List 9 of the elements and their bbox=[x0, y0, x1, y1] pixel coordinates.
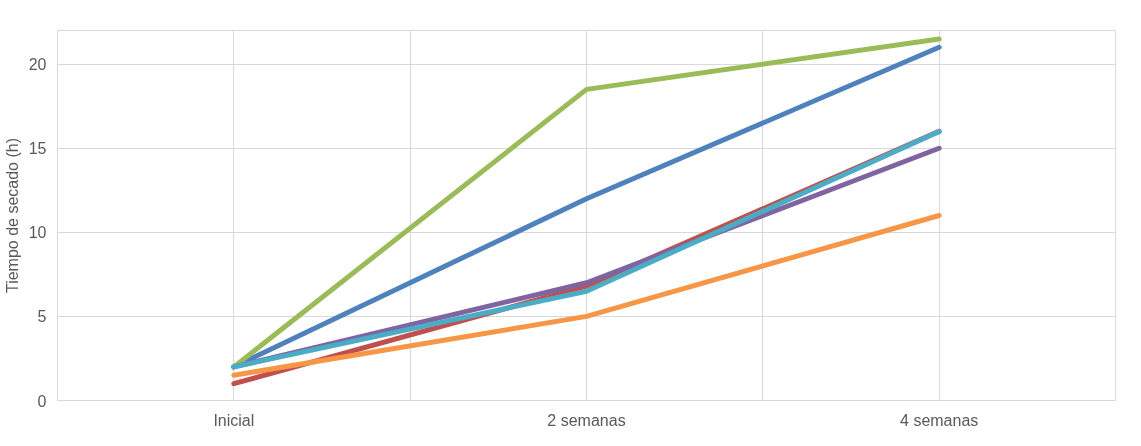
x-tick-label: 4 semanas bbox=[900, 411, 979, 429]
y-tick-label: 20 bbox=[28, 56, 47, 74]
y-tick-label: 10 bbox=[28, 224, 47, 242]
x-tick-label: Inicial bbox=[213, 411, 255, 429]
x-tick-label: 2 semanas bbox=[547, 411, 626, 429]
y-tick-label: 5 bbox=[37, 308, 47, 326]
y-tick-label: 15 bbox=[28, 140, 47, 158]
y-axis-title: Tiempo de secado (h) bbox=[3, 137, 21, 294]
y-tick-label: 0 bbox=[37, 392, 47, 410]
